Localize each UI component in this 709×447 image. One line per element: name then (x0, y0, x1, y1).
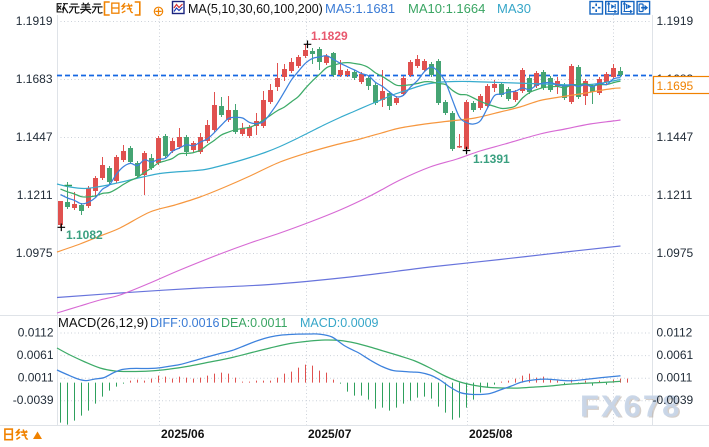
svg-text:0.0061: 0.0061 (657, 348, 694, 362)
svg-text:DEA:0.0011: DEA:0.0011 (221, 316, 288, 330)
svg-text:1.1211: 1.1211 (657, 188, 693, 202)
svg-text:-0.0039: -0.0039 (653, 393, 694, 407)
svg-text:1.0975: 1.0975 (16, 246, 53, 260)
svg-text:0.0011: 0.0011 (657, 371, 693, 385)
svg-text:1.1447: 1.1447 (657, 130, 694, 144)
svg-text:MACD(26,12,9): MACD(26,12,9) (58, 315, 148, 330)
svg-text:1.1919: 1.1919 (16, 14, 53, 28)
svg-text:1.1082: 1.1082 (66, 228, 103, 242)
svg-text:1.1391: 1.1391 (473, 152, 510, 166)
svg-text:2025/08: 2025/08 (469, 427, 513, 441)
svg-text:2025/06: 2025/06 (161, 427, 205, 441)
svg-text:2025/07: 2025/07 (308, 427, 352, 441)
svg-text:1.1683: 1.1683 (16, 72, 53, 86)
svg-text:0.0061: 0.0061 (17, 348, 54, 362)
svg-text:MA5:1.1681: MA5:1.1681 (325, 1, 395, 16)
svg-text:0.0011: 0.0011 (18, 371, 54, 385)
svg-text:1.1211: 1.1211 (17, 188, 53, 202)
svg-text:1.1447: 1.1447 (16, 130, 53, 144)
svg-text:MA(5,10,30,60,100,200): MA(5,10,30,60,100,200) (188, 2, 323, 16)
svg-text:1.1919: 1.1919 (657, 14, 694, 28)
svg-text:-0.0039: -0.0039 (13, 393, 54, 407)
svg-text:0.0112: 0.0112 (18, 326, 54, 340)
svg-text:MA10:1.1664: MA10:1.1664 (408, 1, 485, 16)
svg-text:1.1695: 1.1695 (657, 79, 694, 93)
svg-text:1.1829: 1.1829 (311, 29, 348, 43)
svg-text:1.0975: 1.0975 (657, 246, 694, 260)
svg-text:MA30: MA30 (497, 1, 531, 16)
svg-text:DIFF:0.0016: DIFF:0.0016 (150, 316, 220, 330)
svg-text:0.0112: 0.0112 (657, 326, 693, 340)
svg-text:MACD:0.0009: MACD:0.0009 (300, 316, 379, 330)
